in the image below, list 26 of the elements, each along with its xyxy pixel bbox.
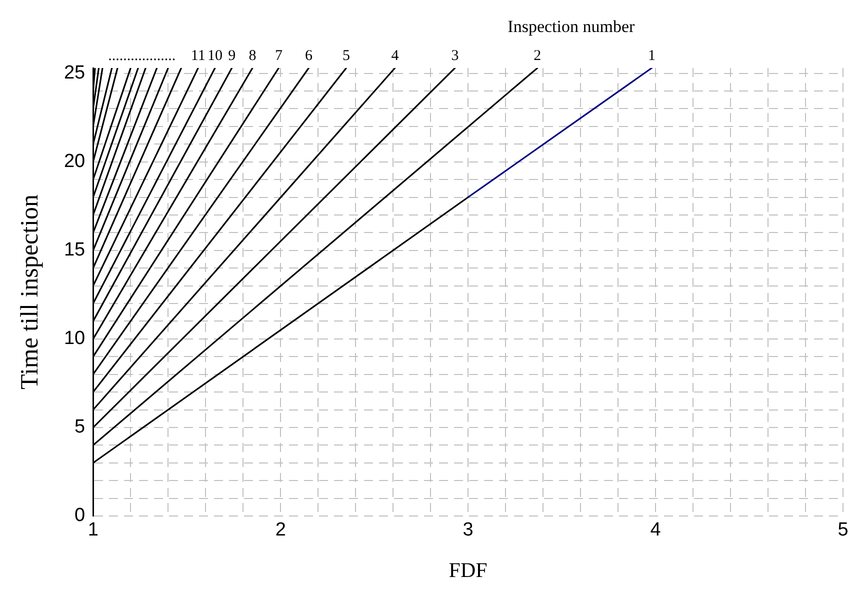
y-tick-label: 25 — [64, 62, 86, 84]
annotation: 9 — [228, 48, 236, 64]
y-tick-label: 10 — [64, 328, 86, 350]
x-tick-label: 5 — [838, 520, 848, 541]
annotation: 5 — [342, 48, 350, 64]
x-tick-label: 3 — [462, 520, 474, 541]
annotation: .................. — [108, 48, 176, 64]
annotation: 8 — [248, 48, 256, 64]
x-tick-label: 4 — [650, 520, 662, 541]
y-tick-label: 0 — [74, 505, 86, 526]
annotation: 3 — [451, 48, 459, 64]
text: Inspection number — [508, 17, 636, 36]
x-axis-title: FDF — [448, 558, 488, 582]
annotation: 2 — [534, 48, 542, 64]
y-tick-label: 15 — [64, 240, 86, 261]
annotation: 1 — [648, 48, 656, 64]
annotation: 7 — [274, 48, 283, 64]
annotation: 11 — [190, 48, 206, 64]
y-tick-label: 5 — [74, 416, 86, 438]
x-tick-label: 2 — [275, 520, 286, 541]
annotation: 10 — [207, 48, 222, 64]
annotation: 6 — [304, 48, 313, 64]
y-axis-title: Time till inspection — [16, 194, 44, 390]
y-tick-label: 20 — [64, 151, 86, 172]
annotation: 4 — [391, 48, 400, 64]
x-tick-label: 1 — [88, 520, 98, 541]
